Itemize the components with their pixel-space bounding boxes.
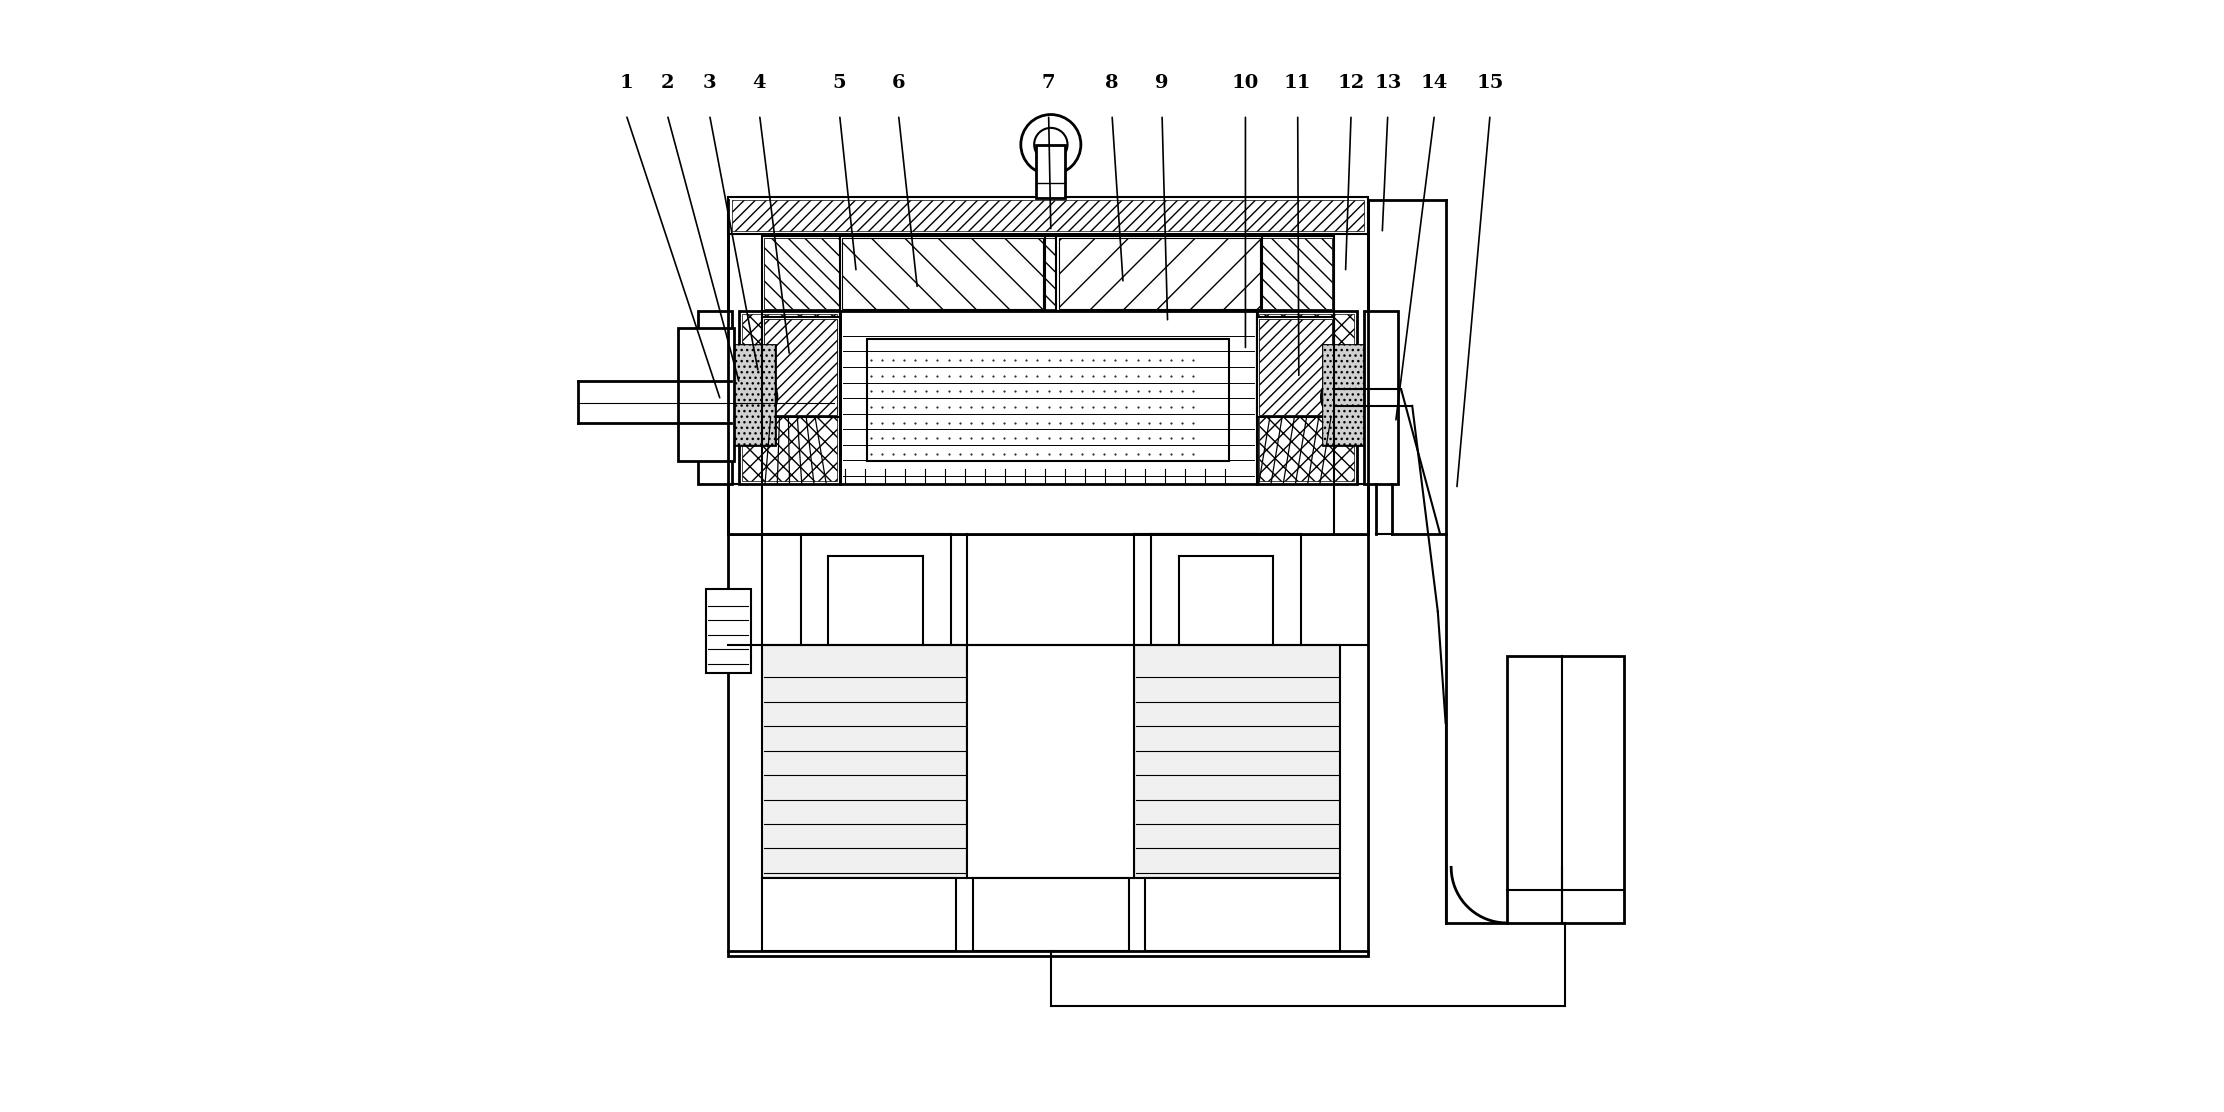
Bar [761, 236, 1334, 311]
Bar [841, 238, 1043, 309]
Text: 1: 1 [618, 75, 634, 92]
Bar [761, 878, 956, 951]
Text: 2: 2 [661, 75, 674, 92]
Bar [1134, 645, 1339, 878]
Bar [1036, 145, 1065, 198]
Bar [1508, 656, 1624, 923]
Bar [1145, 878, 1341, 951]
Text: 13: 13 [1374, 75, 1401, 92]
Bar [1259, 319, 1332, 415]
Bar [1323, 345, 1368, 445]
Text: 7: 7 [1041, 75, 1056, 92]
Bar [841, 311, 1257, 484]
Bar [761, 645, 967, 878]
Bar [698, 311, 732, 484]
Bar [1257, 311, 1357, 484]
Text: 9: 9 [1154, 75, 1170, 92]
Text: 12: 12 [1337, 75, 1366, 92]
Bar [743, 314, 836, 481]
Text: 6: 6 [892, 75, 905, 92]
Text: 3: 3 [703, 75, 716, 92]
Bar [729, 197, 1368, 234]
Text: 4: 4 [752, 75, 767, 92]
Bar [761, 317, 841, 417]
Text: 11: 11 [1283, 75, 1312, 92]
Bar [967, 645, 1134, 878]
Bar [1056, 236, 1263, 311]
Bar [707, 589, 752, 673]
Bar [841, 236, 1045, 311]
Bar [867, 339, 1228, 461]
Bar [1366, 311, 1399, 484]
Bar [765, 238, 1332, 309]
Bar [732, 345, 776, 445]
Bar [1259, 314, 1354, 481]
Text: 10: 10 [1232, 75, 1259, 92]
Text: 15: 15 [1477, 75, 1503, 92]
Bar [738, 311, 841, 484]
Text: 5: 5 [832, 75, 847, 92]
Bar [729, 200, 1368, 534]
Text: 8: 8 [1105, 75, 1119, 92]
Bar [1059, 238, 1259, 309]
Bar [729, 534, 1368, 956]
Bar [732, 345, 776, 445]
Bar [974, 878, 1130, 951]
Bar [765, 319, 836, 415]
Bar [1257, 317, 1334, 417]
Bar [1323, 345, 1368, 445]
Bar [732, 200, 1366, 231]
Text: 14: 14 [1421, 75, 1448, 92]
Bar [678, 328, 734, 461]
